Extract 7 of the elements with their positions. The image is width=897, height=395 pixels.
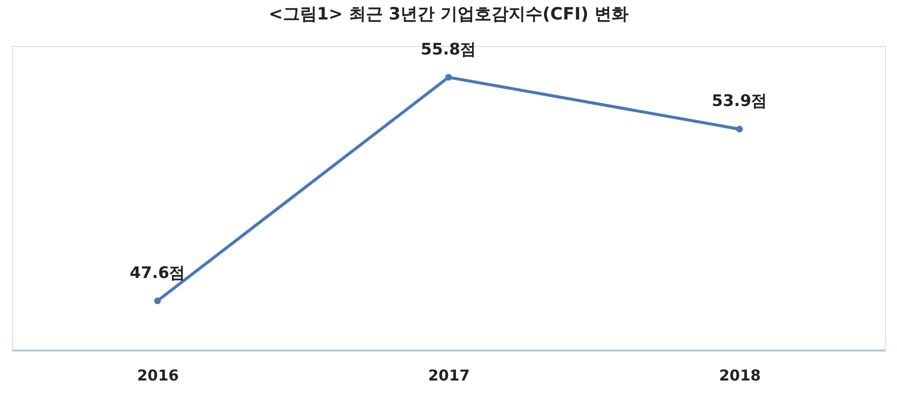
chart-title: <그림1> 최근 3년간 기업호감지수(CFI) 변화	[268, 4, 628, 24]
data-label: 47.6점	[130, 262, 186, 282]
data-label: 55.8점	[420, 39, 476, 58]
x-tick-label: 2016	[137, 366, 179, 384]
x-tick-label: 2018	[719, 366, 761, 384]
x-tick-label: 2017	[428, 366, 470, 384]
data-label: 53.9점	[712, 91, 768, 110]
